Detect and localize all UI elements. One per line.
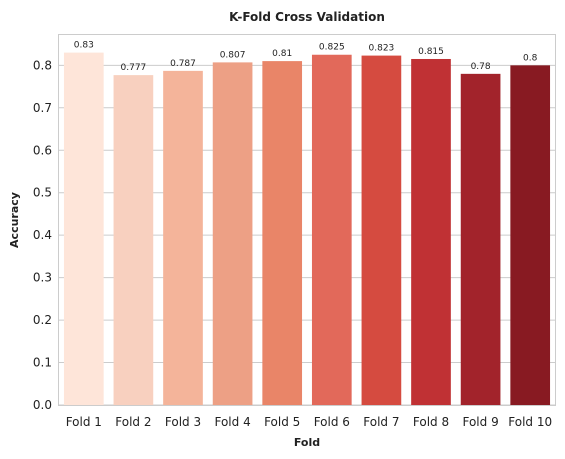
bar [411,58,451,406]
x-tick-label: Fold 5 [264,415,300,429]
plot-frame [58,34,556,406]
x-tick-label: Fold 10 [508,415,552,429]
bar [212,62,253,405]
x-tick-label: Fold 7 [363,415,399,429]
x-tick-label: Fold 6 [314,415,350,429]
y-tick-label: 0.3 [33,271,52,285]
bar-value-label: 0.823 [369,44,395,54]
x-axis-ticks: Fold 1 Fold 2 Fold 3 Fold 4 Fold 5 Fold 6 Fold… [66,415,552,429]
bar-value-label: 0.81 [272,49,292,59]
x-tick-label: Fold 2 [115,415,151,429]
bar [262,61,303,405]
bar-value-label: 0.8 [523,53,538,63]
bar-value-label: 0.807 [220,50,246,60]
chart-title: K-Fold Cross Validation [229,10,385,24]
bar-value-label: 0.83 [74,41,94,51]
bar-value-label: 0.787 [170,59,196,69]
bars [63,52,551,406]
bar [63,52,104,405]
y-tick-label: 0.0 [33,398,52,412]
x-tick-label: Fold 4 [214,415,250,429]
y-tick-label: 0.8 [33,58,52,72]
bar-value-label: 0.825 [319,43,345,53]
y-axis-ticks: 0.0 0.1 0.2 0.3 0.4 0.5 0.6 0.7 0.8 [33,58,52,412]
bar [113,75,154,405]
data-labels: 0.83 0.777 0.787 0.807 0.81 0.825 0.823 0.815 0.… [74,41,538,74]
bar-value-label: 0.777 [121,63,147,73]
y-tick-label: 0.2 [33,313,52,327]
bar [163,70,203,405]
y-tick-label: 0.4 [33,228,52,242]
bar-value-label: 0.815 [418,47,444,57]
bar [510,65,551,405]
bar-value-label: 0.78 [471,62,491,72]
y-tick-label: 0.6 [33,143,52,157]
bar [460,73,501,406]
x-axis-label: Fold [294,436,320,449]
bar [311,54,352,406]
y-tick-label: 0.7 [33,101,52,115]
y-axis-label: Accuracy [8,192,21,248]
y-tick-label: 0.1 [33,356,52,370]
y-tick-label: 0.5 [33,186,52,200]
x-tick-label: Fold 1 [66,415,102,429]
x-tick-label: Fold 3 [165,415,201,429]
x-tick-label: Fold 9 [462,415,498,429]
x-tick-label: Fold 8 [413,415,449,429]
bar [361,55,402,405]
